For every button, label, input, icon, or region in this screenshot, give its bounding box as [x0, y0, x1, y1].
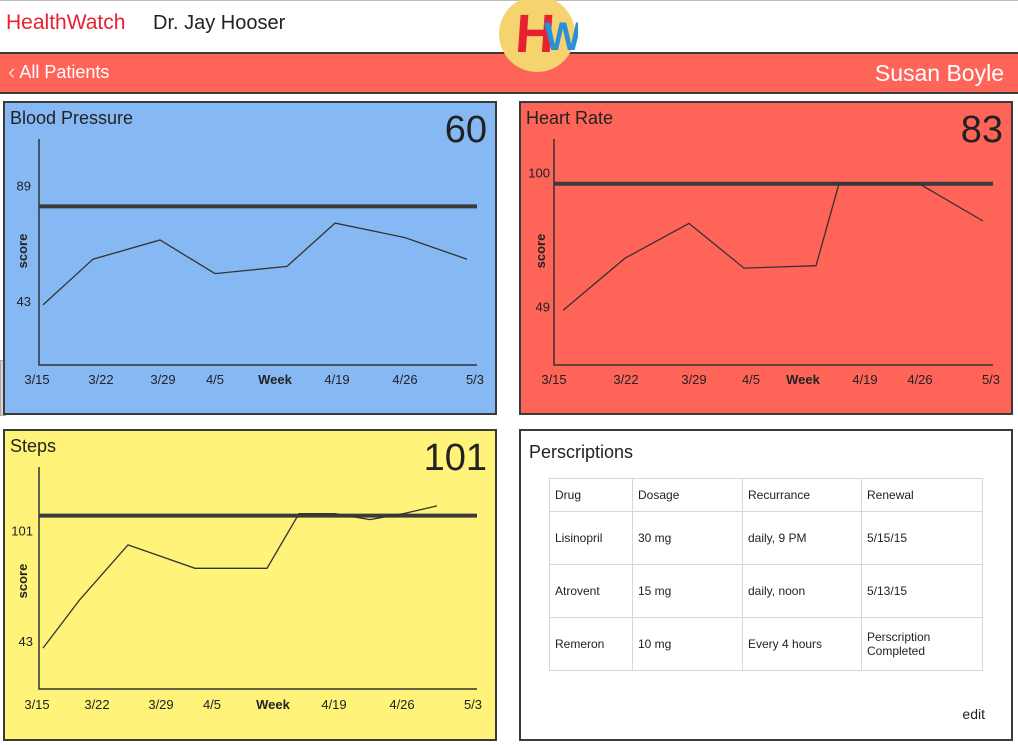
- x-tick-label: 4/19: [324, 372, 349, 387]
- doctor-name: Dr. Jay Hooser: [153, 12, 286, 34]
- y-axis-label: score: [15, 564, 30, 599]
- x-tick-label: 3/29: [150, 372, 175, 387]
- steps-panel[interactable]: Steps 101 101 43 score 3/15 3/22 3/29 4/5 Week 4…: [3, 429, 497, 741]
- drug-cell: Remeron: [549, 617, 633, 671]
- x-axis-label: Week: [256, 697, 290, 712]
- all-patients-link[interactable]: ‹ All Patients: [8, 61, 109, 83]
- table-row[interactable]: Lisinopril 30 mg daily, 9 PM 5/15/15: [549, 511, 983, 565]
- recurrance-cell: daily, noon: [742, 564, 862, 618]
- x-tick-label: 4/26: [392, 372, 417, 387]
- y-tick-label: 49: [536, 299, 550, 314]
- chart-axes: [553, 139, 993, 366]
- column-header-recurrance: Recurrance: [742, 478, 862, 512]
- dosage-cell: 30 mg: [632, 511, 743, 565]
- x-tick-label: 3/15: [24, 372, 49, 387]
- current-value: 101: [423, 437, 487, 479]
- x-tick-label: 4/5: [206, 372, 224, 387]
- blood-pressure-panel[interactable]: Blood Pressure 60 89 43 score 3/15 3/22 3/29 4…: [3, 101, 497, 415]
- x-tick-label: 3/29: [148, 697, 173, 712]
- x-tick-label: 3/15: [541, 372, 566, 387]
- prescriptions-title: Perscriptions: [529, 442, 634, 462]
- chevron-left-icon: ‹: [8, 59, 16, 84]
- dosage-cell: 15 mg: [632, 564, 743, 618]
- patient-name: Susan Boyle: [874, 60, 1004, 86]
- panel-title: Heart Rate: [526, 108, 614, 128]
- renewal-cell: 5/13/15: [861, 564, 983, 618]
- steps-chart: 101 43 score 3/15 3/22 3/29 4/5 Week 4/19 4/26 5/3: [11, 467, 482, 712]
- logo-letter: H: [514, 4, 557, 64]
- recurrance-cell: daily, 9 PM: [742, 511, 862, 565]
- recurrance-cell: Every 4 hours: [742, 617, 862, 671]
- table-row[interactable]: Remeron 10 mg Every 4 hours Perscription…: [549, 617, 983, 671]
- data-series-line: [42, 222, 468, 306]
- y-axis-label: score: [533, 234, 548, 269]
- x-tick-label: 5/3: [464, 697, 482, 712]
- prescriptions-table: Drug Dosage Recurrance Renewal Lisinopri…: [549, 478, 983, 671]
- x-tick-label: 3/22: [84, 697, 109, 712]
- data-series-line: [562, 183, 984, 311]
- edit-prescriptions-link[interactable]: edit: [962, 706, 985, 722]
- x-tick-label: 3/29: [681, 372, 706, 387]
- y-tick-label: 43: [19, 634, 33, 649]
- healthwatch-logo[interactable]: H W: [496, 0, 582, 72]
- blood-pressure-chart: 89 43 score 3/15 3/22 3/29 4/5 Week 4/19 4/26 5/3: [15, 139, 484, 387]
- column-header-drug: Drug: [549, 478, 633, 512]
- table-row[interactable]: Atrovent 15 mg daily, noon 5/13/15: [549, 564, 983, 618]
- y-tick-label: 101: [11, 524, 33, 539]
- x-tick-label: 4/26: [907, 372, 932, 387]
- x-tick-label: 4/19: [852, 372, 877, 387]
- y-tick-label: 43: [17, 294, 31, 309]
- x-tick-label: 4/19: [321, 697, 346, 712]
- panel-title: Steps: [10, 436, 57, 456]
- x-tick-label: 3/22: [88, 372, 113, 387]
- dosage-cell: 10 mg: [632, 617, 743, 671]
- y-tick-label: 100: [528, 166, 550, 181]
- y-tick-label: 89: [17, 178, 31, 193]
- heart-rate-chart: 100 49 score 3/15 3/22 3/29 4/5 Week 4/19 4/26 5/3: [528, 139, 1000, 387]
- x-tick-label: 5/3: [466, 372, 484, 387]
- column-header-renewal: Renewal: [861, 478, 983, 512]
- x-tick-label: 3/22: [613, 372, 638, 387]
- heart-rate-panel[interactable]: Heart Rate 83 100 49 score 3/15 3/22 3/29 4/5 W…: [519, 101, 1013, 415]
- logo-icon: H W: [499, 0, 582, 72]
- x-tick-label: 4/5: [742, 372, 760, 387]
- x-axis-label: Week: [786, 372, 820, 387]
- drug-cell: Lisinopril: [549, 511, 633, 565]
- drug-cell: Atrovent: [549, 564, 633, 618]
- column-header-dosage: Dosage: [632, 478, 743, 512]
- brand-name[interactable]: HealthWatch: [6, 11, 126, 34]
- current-value: 60: [444, 109, 487, 151]
- x-axis-label: Week: [258, 372, 292, 387]
- data-series-line: [42, 505, 438, 649]
- renewal-cell: Perscription Completed: [861, 617, 983, 671]
- prescriptions-panel: Perscriptions Drug Dosage Recurrance Ren…: [519, 429, 1013, 741]
- panel-title: Blood Pressure: [10, 108, 134, 128]
- x-tick-label: 5/3: [982, 372, 1000, 387]
- chart-axes: [38, 467, 477, 690]
- x-tick-label: 4/26: [389, 697, 414, 712]
- y-axis-label: score: [15, 234, 30, 269]
- table-header-row: Drug Dosage Recurrance Renewal: [549, 478, 983, 512]
- svg-text:W: W: [544, 15, 578, 59]
- current-value: 83: [960, 109, 1003, 151]
- renewal-cell: 5/15/15: [861, 511, 983, 565]
- x-tick-label: 4/5: [203, 697, 221, 712]
- chart-axes: [38, 139, 477, 366]
- all-patients-label: All Patients: [19, 61, 110, 82]
- x-tick-label: 3/15: [24, 697, 49, 712]
